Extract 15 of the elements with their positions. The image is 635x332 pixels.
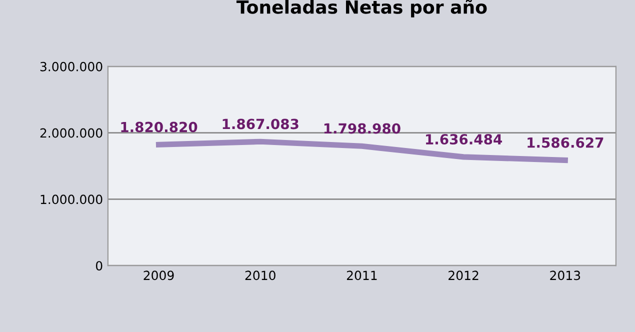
data-label: 1.820.820 bbox=[121, 122, 198, 132]
x-tick-label: 2009 bbox=[144, 270, 174, 280]
y-tick-label: 3.000.000 bbox=[40, 62, 102, 72]
data-label: 1.636.484 bbox=[426, 134, 502, 145]
x-tick-label: 2010 bbox=[245, 270, 276, 280]
data-label: 1.586.627 bbox=[528, 137, 604, 148]
x-tick-label: 2013 bbox=[550, 270, 580, 280]
y-tick-label: 0 bbox=[96, 261, 102, 271]
x-tick-label: 2011 bbox=[346, 270, 377, 280]
chart-title: Toneladas Netas por año bbox=[236, 0, 487, 18]
y-tick-label: 2.000.000 bbox=[40, 128, 102, 138]
x-tick-label: 2012 bbox=[448, 270, 478, 280]
data-label: 1.798.980 bbox=[324, 123, 400, 134]
data-label: 1.867.083 bbox=[222, 118, 298, 130]
y-tick-label: 1.000.000 bbox=[40, 194, 102, 204]
